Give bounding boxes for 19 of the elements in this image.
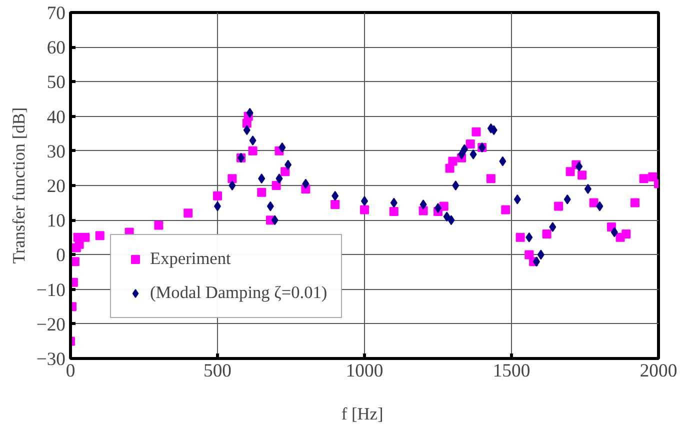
x-axis-title: f [Hz]: [341, 404, 384, 424]
x-tick-label: 500: [204, 360, 232, 382]
y-axis-title: Transfer function [dB]: [9, 107, 28, 264]
x-tick-label: 1500: [492, 360, 530, 382]
y-tick-label: 40: [46, 106, 66, 128]
y-tick-label: 70: [46, 3, 66, 24]
legend-label: (Modal Damping ζ=0.01): [150, 283, 328, 303]
x-tick-label: 1000: [346, 360, 384, 382]
y-tick-label: 60: [46, 38, 66, 59]
y-tick-label: −30: [36, 349, 66, 370]
y-tick-label: 50: [46, 72, 66, 94]
y-tick-label: 30: [46, 141, 66, 162]
y-tick-label: 10: [46, 210, 66, 232]
y-tick-label: −20: [36, 314, 66, 336]
y-tick-label: 20: [46, 176, 66, 197]
legend-label: Experiment: [150, 249, 231, 269]
y-tick-label: 0: [56, 245, 66, 266]
x-tick-label: 2000: [640, 360, 678, 382]
y-tick-label: −10: [36, 280, 66, 301]
